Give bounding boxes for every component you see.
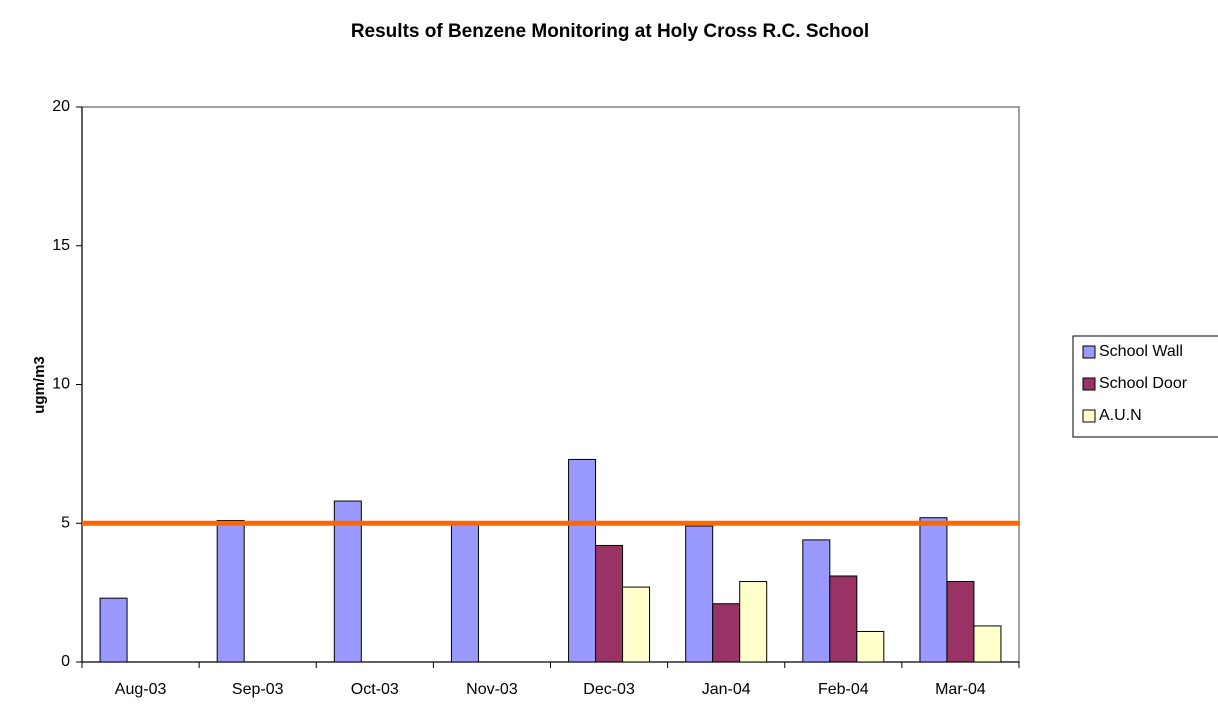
- legend-label: School Wall: [1099, 343, 1183, 360]
- y-tick-label: 5: [61, 514, 70, 531]
- x-tick-label: Dec-03: [583, 681, 635, 698]
- bar: [216, 519, 245, 663]
- x-tick-label: Oct-03: [351, 681, 399, 698]
- bar: [739, 581, 768, 663]
- bar: [856, 630, 885, 663]
- x-tick-label: Feb-04: [818, 681, 869, 698]
- y-tick-label: 15: [52, 237, 70, 254]
- bar: [946, 581, 975, 663]
- bar: [568, 458, 597, 663]
- bar: [919, 517, 948, 663]
- x-tick-label: Sep-03: [232, 681, 284, 698]
- bar: [450, 522, 479, 663]
- bar: [802, 539, 831, 663]
- y-tick-label: 10: [52, 376, 70, 393]
- legend-box: [1072, 335, 1218, 438]
- bar: [973, 625, 1002, 663]
- legend-swatch: [1082, 345, 1096, 359]
- legend-swatch: [1082, 409, 1096, 423]
- chart-title: Results of Benzene Monitoring at Holy Cr…: [351, 21, 869, 42]
- bar: [99, 597, 128, 663]
- x-tick-label: Jan-04: [702, 681, 751, 698]
- bar: [829, 575, 858, 663]
- x-tick-label: Aug-03: [115, 681, 167, 698]
- bar: [595, 544, 624, 663]
- bar: [712, 603, 741, 663]
- legend-swatch: [1082, 377, 1096, 391]
- y-tick-label: 20: [52, 98, 70, 115]
- bar: [622, 586, 651, 663]
- x-tick-label: Nov-03: [466, 681, 518, 698]
- bar: [685, 525, 714, 663]
- y-tick-label: 0: [61, 653, 70, 670]
- x-tick-label: Mar-04: [935, 681, 986, 698]
- bar: [333, 500, 362, 663]
- legend-label: A.U.N: [1099, 407, 1142, 424]
- legend-label: School Door: [1099, 375, 1188, 392]
- y-axis-label: ugm/m3: [31, 356, 48, 414]
